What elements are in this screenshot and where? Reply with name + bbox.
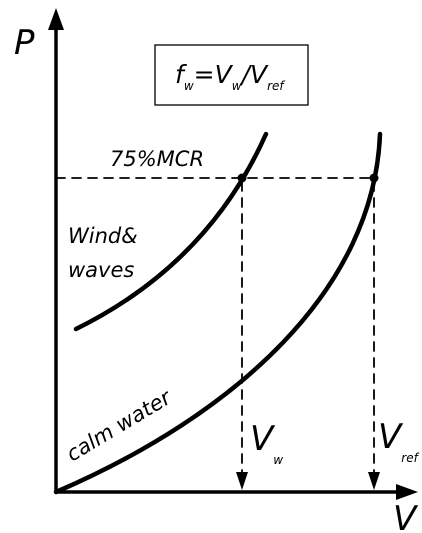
x-axis-arrowhead [396, 484, 418, 500]
calm-water-label: calm water [62, 385, 176, 467]
formula: fw=Vw/Vref [175, 60, 285, 93]
vw-arrowhead [236, 472, 248, 490]
vref-arrowhead [368, 472, 380, 490]
vw-label: Vw [250, 419, 283, 467]
mcr-label: 75%MCR [110, 147, 204, 171]
formula-box [154, 44, 309, 106]
y-axis-arrowhead [48, 8, 64, 30]
wind-waves-curve [73, 131, 269, 332]
wind-waves-label-line2: waves [68, 258, 134, 282]
x-axis-label: V [393, 499, 419, 533]
vref-label: Vref [378, 417, 420, 465]
calm-water-operating-point [369, 173, 379, 183]
y-axis-label: P [14, 23, 35, 63]
wind-waves-operating-point [237, 173, 247, 183]
calm-water-curve [53, 131, 383, 495]
wind-waves-label-line1: Wind& [68, 224, 138, 248]
